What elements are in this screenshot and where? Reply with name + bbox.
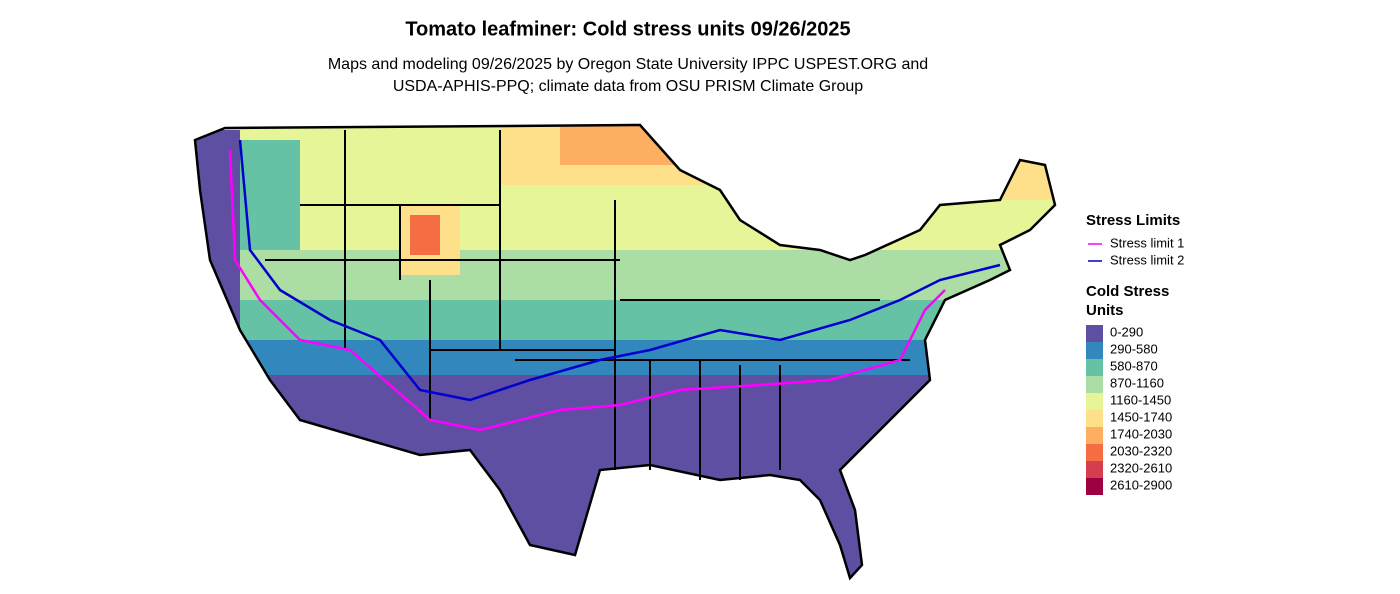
map-title: Tomato leafminer: Cold stress units 09/2… xyxy=(405,18,850,40)
map-region xyxy=(410,215,440,255)
legend-swatch xyxy=(1086,478,1103,495)
legend-label: 2610-2900 xyxy=(1110,477,1172,492)
map-region xyxy=(240,140,300,250)
legend-label: 870-1160 xyxy=(1110,375,1164,390)
map-region xyxy=(195,250,1055,300)
legend-label: 2030-2320 xyxy=(1110,443,1172,458)
legend-title: Cold Stress xyxy=(1086,283,1169,300)
legend-label: Stress limit 2 xyxy=(1110,252,1184,267)
map xyxy=(195,125,1055,578)
map-region xyxy=(560,125,700,165)
us-outline xyxy=(193,123,1057,581)
legend-swatch xyxy=(1086,410,1103,427)
subtitle: Maps and modeling 09/26/2025 by Oregon S… xyxy=(328,56,928,73)
legend-label: 290-580 xyxy=(1110,341,1158,356)
legend: Stress Limits Cold Stress Units Stress l… xyxy=(1086,212,1184,495)
stress-limit-1-line xyxy=(228,149,946,432)
legend-swatch xyxy=(1086,461,1103,478)
legend-title: Units xyxy=(1086,302,1124,319)
map-region xyxy=(195,375,1055,578)
legend-swatch xyxy=(1086,325,1103,342)
legend-label: Stress limit 1 xyxy=(1110,235,1184,250)
legend-swatch xyxy=(1086,342,1103,359)
legend-swatch xyxy=(1086,376,1103,393)
legend-label: 2320-2610 xyxy=(1110,460,1172,475)
subtitle: USDA-APHIS-PPQ; climate data from OSU PR… xyxy=(393,78,863,95)
legend-label: 0-290 xyxy=(1110,324,1143,339)
state-borders xyxy=(265,130,910,480)
stress-limit-2-line xyxy=(238,139,1001,402)
legend-swatch xyxy=(1086,393,1103,410)
legend-title: Stress Limits xyxy=(1086,212,1180,229)
legend-label: 1740-2030 xyxy=(1110,426,1172,441)
legend-label: 1450-1740 xyxy=(1110,409,1172,424)
legend-label: 580-870 xyxy=(1110,358,1158,373)
legend-swatch xyxy=(1086,427,1103,444)
legend-label: 1160-1450 xyxy=(1110,392,1171,407)
legend-swatch xyxy=(1086,444,1103,461)
legend-swatch xyxy=(1086,359,1103,376)
